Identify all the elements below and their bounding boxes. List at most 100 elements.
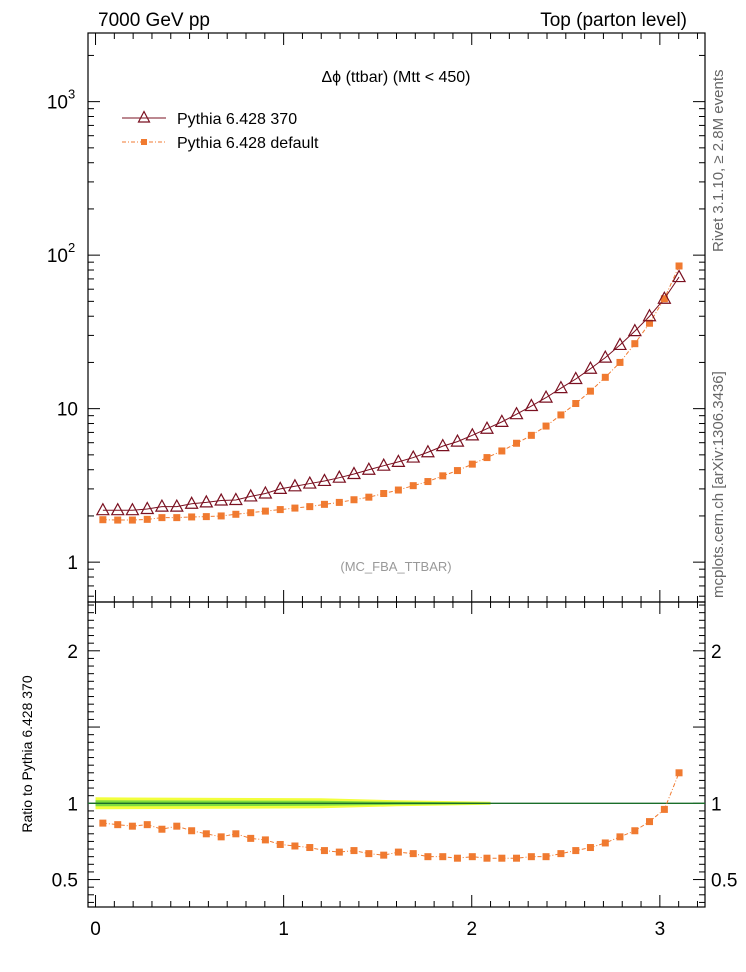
ratio-point-default xyxy=(394,848,402,856)
ratio-ytick-label-right: 2 xyxy=(711,642,722,663)
xtick-label: 3 xyxy=(655,919,666,940)
point-ref xyxy=(332,469,347,483)
point-ref xyxy=(657,290,672,304)
point-default xyxy=(217,512,225,520)
analysis-watermark: (MC_FBA_TTBAR) xyxy=(340,559,451,574)
xtick-label: 1 xyxy=(278,919,289,940)
ratio-point-default xyxy=(660,805,668,813)
ratio-point-default xyxy=(128,822,136,830)
point-ref xyxy=(273,481,288,495)
ratio-point-default xyxy=(158,825,166,833)
point-default xyxy=(188,513,196,521)
point-ref xyxy=(450,433,465,447)
ratio-point-default xyxy=(232,830,240,838)
ratio-point-default xyxy=(188,827,196,835)
ratio-ytick-label-left: 1 xyxy=(67,794,78,815)
point-default xyxy=(646,319,654,327)
xtick-label: 2 xyxy=(466,919,477,940)
point-ref xyxy=(627,323,642,337)
point-ref xyxy=(672,269,687,283)
point-default xyxy=(424,478,432,486)
point-ref xyxy=(539,389,554,403)
point-default xyxy=(306,503,314,511)
ratio-ytick-label-right: 1 xyxy=(711,794,722,815)
ratio-data xyxy=(88,769,705,862)
ratio-point-default xyxy=(675,769,683,777)
point-default xyxy=(276,506,284,514)
point-ref xyxy=(228,492,243,506)
point-ref xyxy=(406,449,421,463)
ratio-point-default xyxy=(631,827,639,835)
point-ref xyxy=(184,496,199,509)
main-ytick-exponent: 2 xyxy=(68,240,75,255)
xtick-label: 0 xyxy=(90,919,101,940)
point-default xyxy=(158,514,166,522)
header-right: Top (parton level) xyxy=(540,10,687,31)
point-ref xyxy=(435,438,450,452)
main-ytick-label: 10 xyxy=(47,246,68,267)
point-ref xyxy=(420,444,435,458)
ratio-point-default xyxy=(527,853,535,861)
plot-title: Δϕ (ttbar) (Mtt < 450) xyxy=(321,69,470,86)
point-default xyxy=(498,447,506,455)
ratio-ytick-label-left: 2 xyxy=(67,642,78,663)
point-ref xyxy=(169,498,184,512)
ratio-axes: 0 1 2 3 0.5 0.5 1 1 2 2 xyxy=(52,602,737,940)
point-ref xyxy=(568,371,583,385)
ratio-ylabel: Ratio to Pythia 6.428 370 xyxy=(19,675,35,832)
legend-square-marker xyxy=(141,139,147,145)
point-ref xyxy=(140,501,155,515)
point-ref xyxy=(509,406,524,420)
point-default xyxy=(527,431,535,439)
header-left: 7000 GeV pp xyxy=(98,10,210,31)
point-default xyxy=(232,510,240,518)
ratio-point-default xyxy=(291,842,299,850)
legend-label-default: Pythia 6.428 default xyxy=(177,135,319,152)
point-default xyxy=(173,514,181,522)
point-ref xyxy=(346,466,361,480)
ratio-ytick-label-right: 0.5 xyxy=(711,871,737,892)
ratio-point-default xyxy=(616,833,624,841)
point-default xyxy=(453,467,461,475)
legend-triangle-marker xyxy=(137,110,151,123)
point-default xyxy=(320,500,328,508)
point-default xyxy=(247,509,255,517)
ratio-point-default xyxy=(572,847,580,855)
main-data xyxy=(95,262,687,524)
ratio-point-default xyxy=(261,836,269,844)
ratio-point-default xyxy=(468,853,476,861)
ratio-point-default xyxy=(276,840,284,848)
point-ref xyxy=(95,502,110,516)
ratio-plot-frame xyxy=(87,601,706,908)
point-default xyxy=(350,496,358,504)
point-default xyxy=(380,490,388,498)
point-ref xyxy=(494,414,509,427)
point-default xyxy=(114,516,122,524)
point-ref xyxy=(612,337,627,351)
ratio-point-default xyxy=(365,850,373,858)
main-ytick-label: 1 xyxy=(67,553,78,574)
point-ref xyxy=(199,494,214,508)
point-default xyxy=(586,387,594,395)
legend: Pythia 6.428 370 Pythia 6.428 default xyxy=(122,110,319,152)
point-default xyxy=(660,295,668,303)
point-default xyxy=(631,340,639,348)
point-default xyxy=(128,516,136,524)
point-ref xyxy=(524,398,539,412)
point-ref xyxy=(479,420,494,434)
point-ref xyxy=(302,475,317,489)
ratio-point-default xyxy=(143,821,151,829)
mcplots-label: mcplots.cern.ch [arXiv:1306.3436] xyxy=(710,371,727,598)
ratio-point-default xyxy=(99,819,107,827)
ratio-point-default xyxy=(542,853,550,861)
ratio-point-default xyxy=(217,833,225,841)
ratio-default-line xyxy=(102,772,680,859)
point-default xyxy=(261,507,269,515)
point-ref xyxy=(287,478,302,492)
point-default xyxy=(572,400,580,408)
point-default xyxy=(335,498,343,506)
series-default-line xyxy=(102,265,680,521)
point-default xyxy=(202,513,210,521)
ratio-point-default xyxy=(483,854,491,862)
